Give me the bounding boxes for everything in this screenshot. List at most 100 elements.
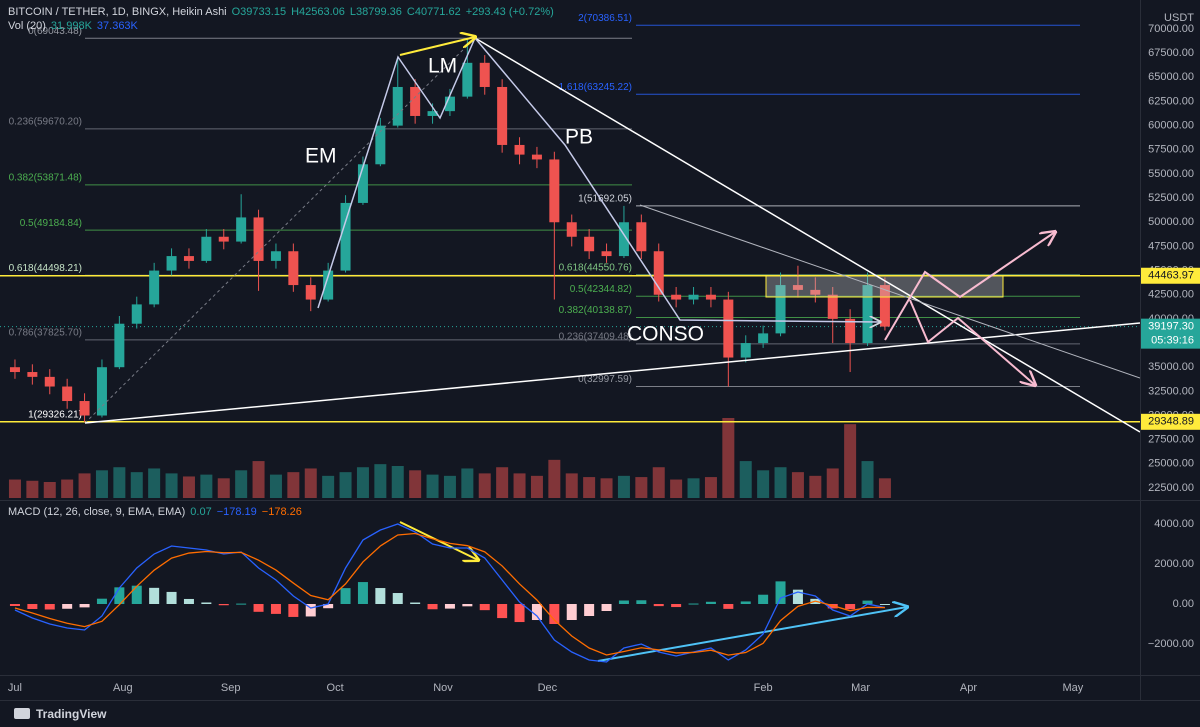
volume-bar bbox=[878, 478, 891, 498]
candle-body bbox=[323, 270, 334, 300]
volume-bar bbox=[304, 468, 317, 498]
x-tick-label: May bbox=[1062, 682, 1083, 694]
y-tick-label: 67500.00 bbox=[1148, 47, 1194, 59]
histogram-bar bbox=[653, 604, 664, 607]
fib-label: 0.618(44498.21) bbox=[9, 263, 82, 274]
histogram-bar bbox=[549, 604, 560, 624]
histogram-bar bbox=[584, 604, 595, 616]
x-tick-label: Mar bbox=[851, 682, 870, 694]
chart: 0(69043.48) 0.236(59670.20) 0.382(53871.48… bbox=[0, 0, 1200, 700]
arrow bbox=[597, 607, 907, 662]
volume-bar bbox=[757, 470, 770, 498]
histogram-bar bbox=[79, 604, 90, 608]
candle-body bbox=[44, 376, 55, 387]
brand: TradingView bbox=[36, 707, 107, 721]
currency: USDT bbox=[1164, 12, 1194, 24]
volume-bar bbox=[113, 467, 126, 498]
candle-body bbox=[497, 86, 508, 145]
candle-body bbox=[827, 294, 838, 319]
histogram-bar bbox=[566, 604, 577, 620]
histogram-bar bbox=[270, 604, 281, 614]
histogram-bar bbox=[688, 603, 699, 605]
histogram-bar bbox=[740, 601, 751, 604]
histogram-bar bbox=[166, 591, 177, 604]
candle-body bbox=[131, 304, 142, 324]
histogram-bar bbox=[357, 582, 368, 604]
price-tag bbox=[1141, 413, 1200, 430]
volume-bar bbox=[78, 473, 91, 498]
candle-body bbox=[357, 164, 368, 203]
x-tick-label: Sep bbox=[221, 682, 241, 694]
candle-body bbox=[114, 323, 125, 368]
annotation: EM bbox=[305, 145, 337, 168]
fib-label: 0.382(53871.48) bbox=[9, 172, 82, 183]
price-pane: 0(69043.48) 0.236(59670.20) 0.382(53871.48… bbox=[0, 13, 1140, 498]
volume-bar bbox=[635, 477, 648, 498]
fib-label: 0.618(44550.76) bbox=[559, 263, 632, 274]
candle-body bbox=[879, 285, 890, 327]
y-tick-label: 32500.00 bbox=[1148, 385, 1194, 397]
volume-bar bbox=[391, 466, 404, 498]
y-tick-label: 55000.00 bbox=[1148, 168, 1194, 180]
candle-body bbox=[62, 386, 73, 402]
y-tick-label: 22500.00 bbox=[1148, 482, 1194, 494]
candle-body bbox=[514, 144, 525, 155]
histogram-bar bbox=[514, 604, 525, 623]
y-tick-label: 0.00 bbox=[1173, 598, 1194, 610]
candle-body bbox=[340, 202, 351, 271]
fib-label: 0.236(37409.48) bbox=[559, 332, 632, 343]
y-tick-label: 47500.00 bbox=[1148, 240, 1194, 252]
candle-body bbox=[288, 251, 299, 286]
candle-body bbox=[653, 251, 664, 295]
histogram-bar bbox=[305, 604, 316, 617]
histogram-bar bbox=[218, 604, 229, 606]
histogram-bar bbox=[375, 588, 386, 604]
histogram-bar bbox=[114, 587, 125, 604]
volume-bar bbox=[548, 459, 561, 498]
histogram-bar bbox=[236, 603, 247, 605]
fib-label: 0.5(42344.82) bbox=[570, 284, 632, 295]
candle-body bbox=[549, 159, 560, 223]
histogram-bar bbox=[288, 604, 299, 617]
histogram-bar bbox=[44, 604, 55, 610]
volume-bar bbox=[322, 475, 335, 498]
fib-label: 0.236(59670.20) bbox=[9, 116, 82, 127]
fib-label: 0(69043.48) bbox=[28, 26, 82, 37]
fib-trend bbox=[84, 37, 476, 424]
fib-label: 0(32997.59) bbox=[578, 374, 632, 385]
fib-label: 0.5(49184.84) bbox=[20, 218, 82, 229]
histogram-bar bbox=[392, 593, 403, 604]
range-box bbox=[765, 275, 1004, 298]
volume-bar bbox=[861, 461, 874, 498]
fib-label: 1.618(63245.22) bbox=[559, 82, 632, 93]
y-tick-label: 57500.00 bbox=[1148, 144, 1194, 156]
scenario-path bbox=[909, 299, 1035, 385]
macd-hist-value: 0.07 bbox=[190, 506, 212, 518]
annotation: LM bbox=[428, 55, 457, 78]
histogram-bar bbox=[340, 588, 351, 604]
fib-label: 1(51692.05) bbox=[578, 194, 632, 205]
histogram-bar bbox=[671, 604, 682, 608]
candle-body bbox=[636, 222, 647, 252]
volume-bar bbox=[443, 475, 456, 498]
symbol-legend: BITCOIN / TETHER, 1D, BINGX, Heikin Ashi… bbox=[8, 6, 554, 18]
histogram-bar bbox=[62, 604, 73, 609]
candle-body bbox=[462, 62, 473, 97]
volume-bar bbox=[165, 473, 178, 498]
volume-bar bbox=[287, 472, 300, 498]
candle-body bbox=[166, 256, 177, 271]
volume-bar bbox=[809, 475, 822, 498]
x-tick-label: Oct bbox=[327, 682, 344, 694]
volume-bar bbox=[148, 468, 161, 498]
volume-bar bbox=[478, 473, 491, 498]
volume-bar bbox=[61, 479, 74, 498]
volume-bar bbox=[339, 472, 352, 498]
volume-bar bbox=[774, 467, 787, 498]
y-tick-label: 42500.00 bbox=[1148, 289, 1194, 301]
y-tick-label: 27500.00 bbox=[1148, 434, 1194, 446]
x-tick-label: Aug bbox=[113, 682, 133, 694]
y-tick-label: 25000.00 bbox=[1148, 458, 1194, 470]
volume-bar bbox=[844, 424, 857, 498]
candle-body bbox=[792, 285, 803, 290]
histogram-bar bbox=[705, 601, 716, 604]
